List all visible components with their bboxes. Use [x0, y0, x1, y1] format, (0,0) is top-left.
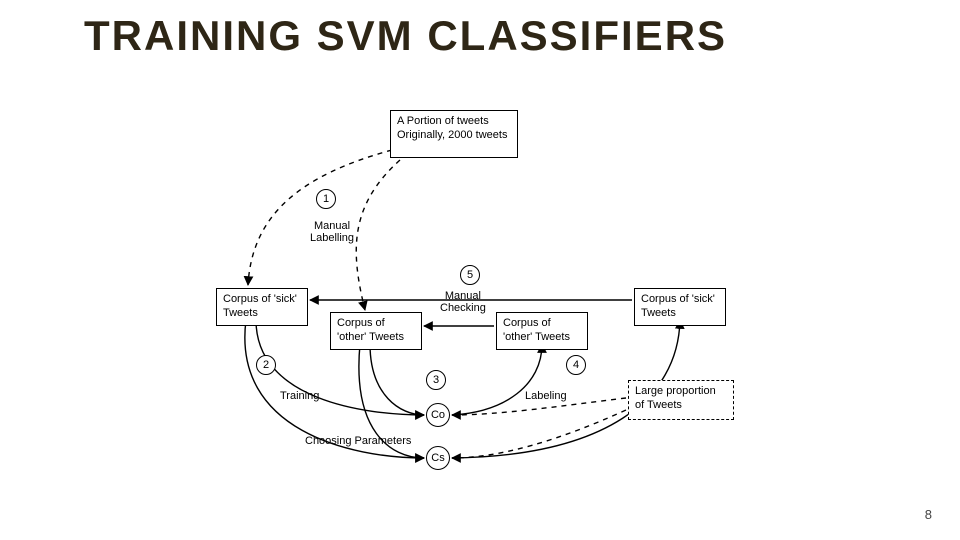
edge-top-to-other-left	[356, 160, 400, 310]
box-other-left: Corpus of 'other' Tweets	[330, 312, 422, 350]
step-4-circle: 4	[566, 355, 586, 375]
label-manual-checking: Manual Checking	[440, 290, 486, 314]
diagram-edges	[0, 0, 960, 540]
classifier-co-circle: Co	[426, 403, 450, 427]
page-number: 8	[925, 507, 932, 522]
label-training: Training	[280, 390, 319, 402]
label-labeling: Labeling	[525, 390, 567, 402]
edge-co-to-other-right	[452, 344, 542, 415]
box-sick-left: Corpus of 'sick' Tweets	[216, 288, 308, 326]
step-1-circle: 1	[316, 189, 336, 209]
edge-large-to-cs	[452, 410, 626, 458]
label-choosing-params: Choosing Parameters	[305, 435, 411, 447]
step-2-circle: 2	[256, 355, 276, 375]
step-5-circle: 5	[460, 265, 480, 285]
classifier-cs-circle: Cs	[426, 446, 450, 470]
step-3-circle: 3	[426, 370, 446, 390]
label-manual-labelling: Manual Labelling	[310, 220, 354, 244]
edge-top-to-sick-left	[248, 150, 392, 285]
box-other-right: Corpus of 'other' Tweets	[496, 312, 588, 350]
box-top-portion: A Portion of tweets Originally, 2000 twe…	[390, 110, 518, 158]
box-large-proportion: Large proportion of Tweets	[628, 380, 734, 420]
box-sick-right: Corpus of 'sick' Tweets	[634, 288, 726, 326]
edge-train-other-to-co	[370, 344, 424, 415]
